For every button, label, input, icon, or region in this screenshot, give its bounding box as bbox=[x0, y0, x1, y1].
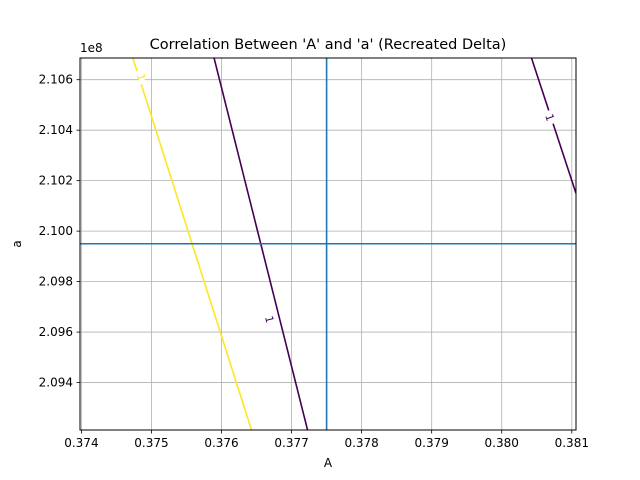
x-tick-label: 0.380 bbox=[485, 436, 519, 450]
contour-line bbox=[530, 58, 576, 194]
y-offset-text: 1e8 bbox=[80, 41, 103, 55]
contour-label-gap bbox=[264, 311, 274, 327]
y-tick-label: 2.106 bbox=[39, 73, 73, 87]
contour-label-gap bbox=[135, 69, 146, 85]
reference-lines bbox=[80, 58, 576, 430]
x-tick-label: 0.377 bbox=[274, 436, 308, 450]
x-tick-label: 0.381 bbox=[555, 436, 589, 450]
y-tick-label: 2.102 bbox=[39, 174, 73, 188]
y-tick-label: 2.096 bbox=[39, 325, 73, 339]
x-tick-label: 0.374 bbox=[64, 436, 98, 450]
x-axis-label: A bbox=[324, 456, 333, 470]
x-axis-ticks: 0.374 0.375 0.376 0.377 0.378 0.379 0.380 0.381 bbox=[64, 430, 589, 450]
x-tick-label: 0.375 bbox=[134, 436, 168, 450]
x-tick-label: 0.379 bbox=[415, 436, 449, 450]
y-axis-ticks: 2.094 2.096 2.098 2.100 2.102 2.104 2.106 bbox=[39, 73, 80, 390]
x-tick-label: 0.376 bbox=[204, 436, 238, 450]
y-axis-label: a bbox=[10, 240, 24, 247]
contour-label: 1 bbox=[542, 112, 557, 123]
chart-title: Correlation Between 'A' and 'a' (Recreat… bbox=[150, 37, 507, 53]
y-tick-label: 2.104 bbox=[39, 123, 73, 137]
plot-frame bbox=[79, 57, 577, 431]
contour-label-gap bbox=[544, 109, 555, 126]
x-tick-label: 0.378 bbox=[344, 436, 378, 450]
contour-label: 1 bbox=[262, 314, 276, 324]
y-tick-label: 2.094 bbox=[39, 376, 73, 390]
contour-label: 1 bbox=[134, 72, 149, 83]
y-tick-label: 2.100 bbox=[39, 224, 73, 238]
y-tick-label: 2.098 bbox=[39, 275, 73, 289]
